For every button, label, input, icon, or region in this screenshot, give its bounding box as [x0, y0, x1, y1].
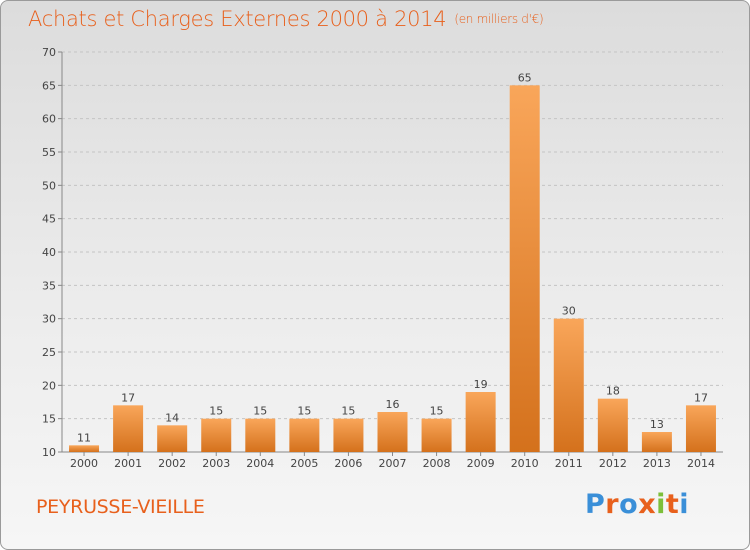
bar — [553, 318, 584, 452]
data-label: 17 — [694, 391, 708, 404]
y-tick-label: 15 — [42, 413, 56, 426]
chart-title-text: Achats et Charges Externes 2000 à 2014 — [28, 7, 447, 31]
x-tick-label: 2002 — [158, 457, 186, 470]
chart-subtitle: (en milliers d'€) — [454, 12, 544, 26]
commune-name: PEYRUSSE-VIEILLE — [36, 496, 205, 518]
logo-letter: x — [638, 489, 657, 520]
x-tick-label: 2012 — [599, 457, 627, 470]
x-tick-label: 2013 — [643, 457, 671, 470]
chart-title: Achats et Charges Externes 2000 à 2014 (e… — [28, 7, 544, 31]
logo-letter: i — [679, 489, 690, 520]
bar — [157, 425, 188, 452]
data-label: 65 — [518, 71, 532, 84]
data-label: 19 — [474, 378, 488, 391]
x-tick-label: 2004 — [246, 457, 274, 470]
x-tick-label: 2010 — [511, 457, 539, 470]
x-tick-label: 2008 — [423, 457, 451, 470]
data-label: 15 — [341, 405, 355, 418]
y-tick-label: 25 — [42, 346, 56, 359]
x-tick-label: 2006 — [334, 457, 362, 470]
bars — [69, 85, 716, 452]
y-tick-label: 55 — [42, 146, 56, 159]
y-tick-label: 10 — [42, 446, 56, 459]
data-label: 14 — [165, 411, 179, 424]
data-label: 15 — [297, 405, 311, 418]
data-label: 16 — [386, 398, 400, 411]
x-tick-label: 2007 — [379, 457, 407, 470]
x-tick-label: 2005 — [290, 457, 318, 470]
x-tick-label: 2011 — [555, 457, 583, 470]
data-label: 18 — [606, 385, 620, 398]
data-label: 15 — [253, 405, 267, 418]
y-tick-label: 50 — [42, 179, 56, 192]
bar — [597, 398, 628, 452]
gridlines — [62, 51, 723, 453]
y-tick-label: 70 — [42, 46, 56, 59]
logo-letter: i — [656, 489, 666, 520]
logo-letter: o — [619, 489, 639, 520]
bar — [113, 405, 144, 452]
bar — [69, 445, 100, 452]
data-label: 11 — [77, 431, 91, 444]
x-tick-label: 2003 — [202, 457, 230, 470]
bar — [201, 418, 232, 452]
proxiti-logo[interactable]: Proxiti — [585, 489, 689, 520]
data-label: 13 — [650, 418, 664, 431]
bar — [289, 418, 320, 452]
x-tick-label: 2014 — [687, 457, 715, 470]
data-label: 30 — [562, 305, 576, 318]
data-labels: 11 17 14 15 15 15 15 16 15 19 65 30 18 13 17 — [77, 71, 708, 444]
x-tick-label: 2000 — [70, 457, 98, 470]
logo-letter: P — [585, 489, 606, 520]
x-tick-label: 2009 — [467, 457, 495, 470]
y-tick-label: 40 — [42, 246, 56, 259]
y-tick-label: 45 — [42, 213, 56, 226]
y-tick-label: 30 — [42, 313, 56, 326]
bar — [641, 432, 672, 452]
logo-letter: t — [665, 489, 680, 520]
bar — [377, 412, 408, 452]
y-tick-label: 20 — [42, 379, 56, 392]
data-label: 15 — [430, 405, 444, 418]
data-label: 17 — [121, 391, 135, 404]
data-label: 15 — [209, 405, 223, 418]
bar — [333, 418, 364, 452]
x-tick-label: 2001 — [114, 457, 142, 470]
bar — [245, 418, 276, 452]
bar — [421, 418, 452, 452]
y-tick-label: 65 — [42, 79, 56, 92]
bar — [465, 392, 496, 452]
bar — [685, 405, 716, 452]
bar — [509, 85, 540, 452]
y-tick-label: 60 — [42, 113, 56, 126]
logo-letter: r — [605, 489, 620, 520]
y-tick-label: 35 — [42, 279, 56, 292]
